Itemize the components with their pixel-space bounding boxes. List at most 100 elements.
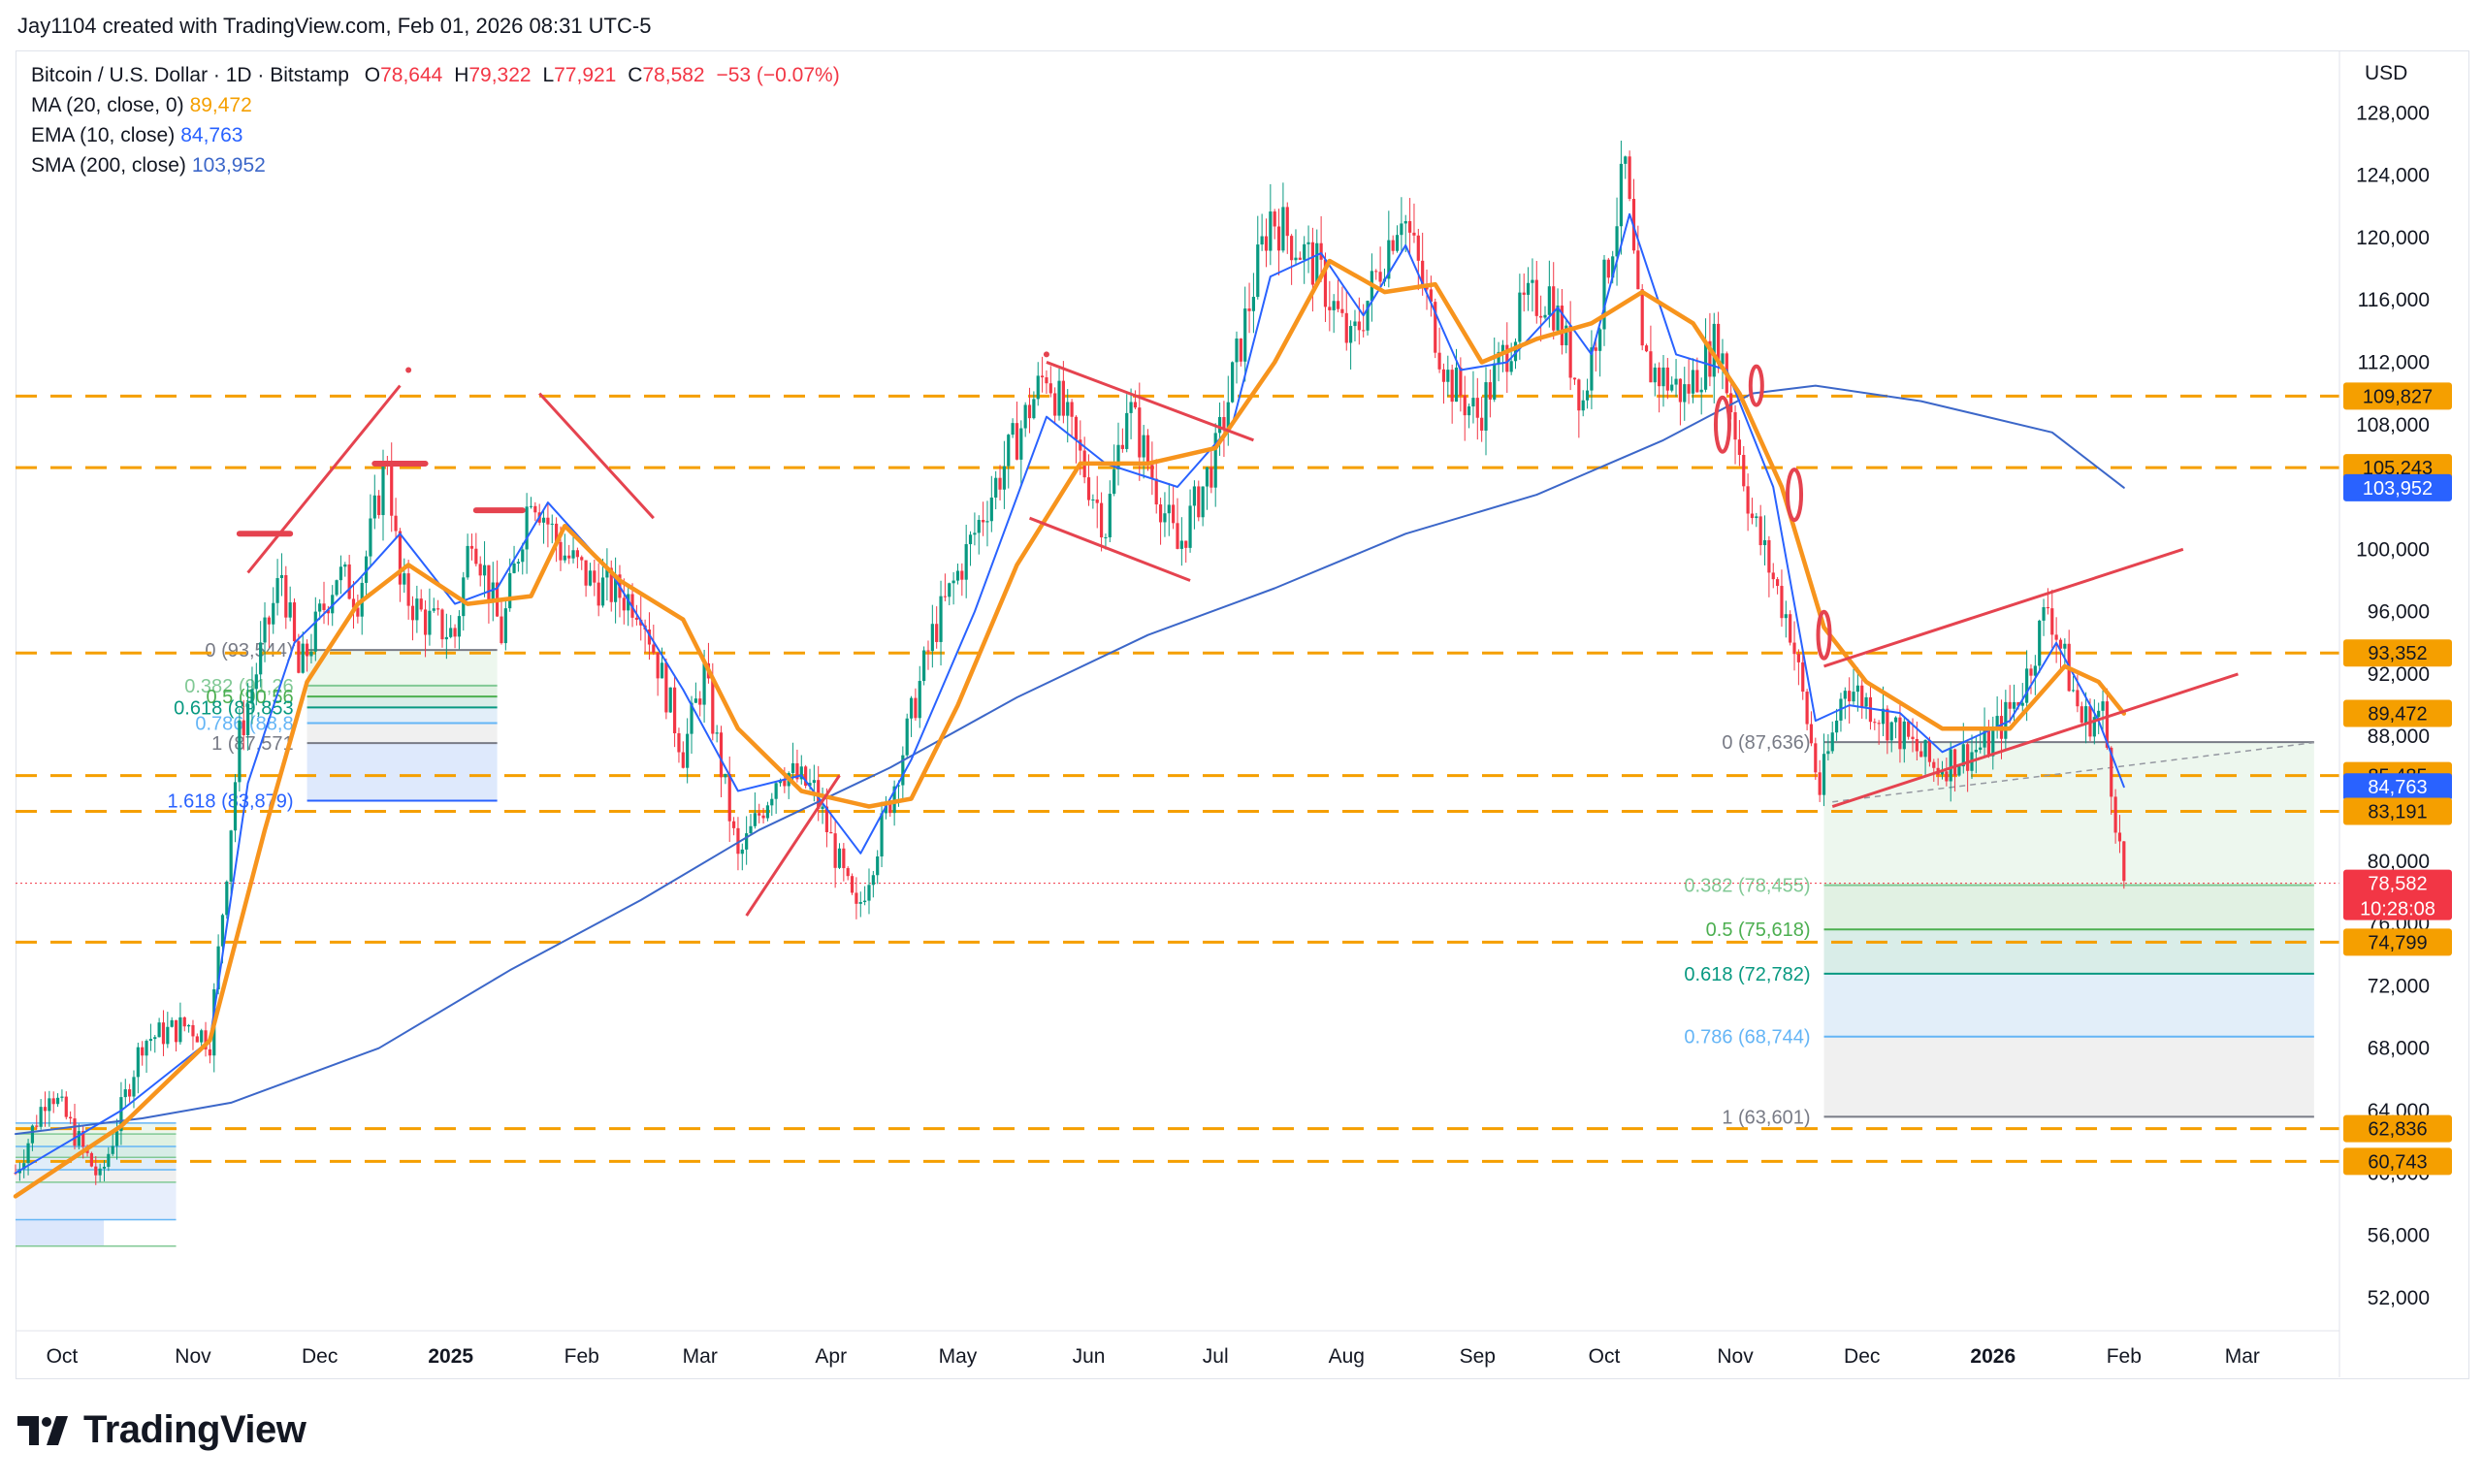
candle-body[interactable] [1712, 323, 1716, 377]
candle-body[interactable] [457, 616, 462, 637]
candle-body[interactable] [1048, 383, 1052, 394]
candle-body[interactable] [30, 1125, 35, 1144]
candle-body[interactable] [1923, 739, 1927, 758]
candle-body[interactable] [939, 596, 943, 642]
candle-body[interactable] [842, 848, 846, 869]
candle-body[interactable] [1594, 347, 1597, 351]
candle-body[interactable] [2113, 796, 2117, 833]
candle-body[interactable] [2076, 690, 2080, 707]
candle-body[interactable] [563, 555, 566, 561]
candle-body[interactable] [1450, 370, 1454, 403]
candle-body[interactable] [250, 689, 254, 704]
candle-body[interactable] [876, 856, 880, 876]
candle-body[interactable] [491, 582, 495, 603]
candle-body[interactable] [419, 598, 423, 610]
candle-body[interactable] [863, 900, 867, 903]
trendline[interactable] [1028, 516, 1191, 582]
candle-body[interactable] [1961, 744, 1965, 767]
candle-body[interactable] [1213, 433, 1217, 488]
candle-body[interactable] [783, 780, 787, 787]
candle-body[interactable] [1915, 738, 1919, 752]
candle-body[interactable] [2092, 717, 2096, 737]
candle-body[interactable] [469, 545, 474, 549]
candle-body[interactable] [1192, 486, 1197, 506]
candle-body[interactable] [711, 678, 715, 734]
candle-body[interactable] [758, 813, 761, 816]
candle-body[interactable] [888, 803, 892, 814]
trendline[interactable] [1046, 361, 1254, 442]
candle-body[interactable] [795, 762, 799, 780]
trendline[interactable] [1831, 672, 2239, 808]
candle-body[interactable] [955, 570, 960, 581]
candle-body[interactable] [567, 555, 571, 559]
candle-body[interactable] [1138, 407, 1142, 458]
candle-body[interactable] [440, 609, 444, 640]
candle-body[interactable] [2080, 706, 2083, 724]
candle-body[interactable] [850, 876, 855, 893]
candle-body[interactable] [2054, 634, 2058, 640]
candle-body[interactable] [1670, 384, 1674, 391]
candle-body[interactable] [1032, 399, 1036, 419]
candle-body[interactable] [1826, 751, 1830, 755]
candle-body[interactable] [2101, 701, 2105, 711]
candle-body[interactable] [1505, 344, 1509, 372]
candle-body[interactable] [930, 624, 934, 652]
candle-body[interactable] [51, 1098, 55, 1105]
candle-body[interactable] [1611, 256, 1615, 278]
legend-ema-row[interactable]: EMA (10, close) 84,763 [31, 120, 840, 150]
candle-body[interactable] [1640, 289, 1644, 346]
candle-body[interactable] [1873, 722, 1877, 724]
candle-body[interactable] [297, 641, 301, 673]
candle-body[interactable] [1158, 504, 1163, 523]
candle-body[interactable] [1480, 417, 1484, 431]
candle-body[interactable] [1940, 771, 1945, 775]
candle-body[interactable] [1907, 721, 1911, 737]
candle-body[interactable] [790, 762, 795, 773]
trendline[interactable] [538, 392, 655, 520]
candle-body[interactable] [1133, 402, 1138, 408]
candle-body[interactable] [267, 617, 271, 625]
candle-body[interactable] [187, 1024, 191, 1027]
candle-body[interactable] [1801, 661, 1805, 693]
candle-body[interactable] [1881, 708, 1886, 725]
candle-body[interactable] [415, 598, 419, 621]
tradingview-brand[interactable]: TradingView [17, 1408, 306, 1452]
candle-body[interactable] [94, 1166, 98, 1176]
candle-body[interactable] [309, 651, 313, 657]
candle-body[interactable] [1391, 240, 1395, 251]
candle-body[interactable] [731, 821, 736, 828]
candle-body[interactable] [1974, 750, 1978, 753]
candle-body[interactable] [1746, 486, 1750, 514]
candle-body[interactable] [1771, 572, 1775, 580]
candle-body[interactable] [652, 644, 656, 653]
candle-body[interactable] [2122, 841, 2126, 882]
candle-body[interactable] [774, 783, 778, 799]
candle-body[interactable] [529, 505, 533, 507]
candle-body[interactable] [229, 830, 233, 882]
candle-body[interactable] [753, 813, 757, 826]
candle-body[interactable] [693, 698, 697, 703]
candle-body[interactable] [1421, 260, 1425, 286]
candle-body[interactable] [22, 1163, 26, 1170]
candle-body[interactable] [686, 733, 690, 768]
highlight-ellipse[interactable] [1748, 364, 1764, 407]
candle-body[interactable] [1336, 301, 1340, 309]
candle-body[interactable] [1408, 221, 1412, 233]
candle-body[interactable] [896, 785, 901, 787]
candle-body[interactable] [1691, 370, 1695, 394]
candle-body[interactable] [1142, 435, 1145, 458]
candle-body[interactable] [858, 902, 862, 904]
candle-body[interactable] [1945, 771, 1949, 782]
candle-body[interactable] [1488, 382, 1492, 400]
candle-body[interactable] [833, 833, 837, 868]
candle-body[interactable] [1434, 302, 1437, 353]
candle-body[interactable] [1577, 379, 1581, 411]
candle-body[interactable] [985, 521, 989, 523]
candle-body[interactable] [1086, 477, 1091, 500]
candle-body[interactable] [195, 1036, 199, 1043]
candle-body[interactable] [1310, 242, 1315, 285]
candle-body[interactable] [1568, 325, 1572, 378]
candle-body[interactable] [200, 1030, 204, 1043]
candle-body[interactable] [1387, 240, 1391, 279]
candle-body[interactable] [1758, 516, 1762, 546]
